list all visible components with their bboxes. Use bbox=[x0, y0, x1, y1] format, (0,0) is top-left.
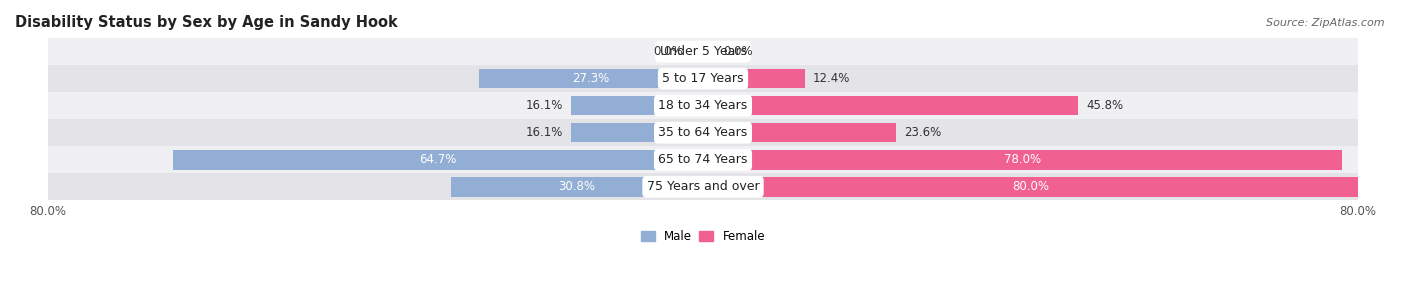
Text: 75 Years and over: 75 Years and over bbox=[647, 180, 759, 193]
Bar bbox=[48, 173, 1358, 200]
Text: 23.6%: 23.6% bbox=[904, 126, 942, 139]
Bar bbox=[703, 177, 1358, 197]
Text: 30.8%: 30.8% bbox=[558, 180, 595, 193]
Bar bbox=[479, 69, 703, 88]
Text: 5 to 17 Years: 5 to 17 Years bbox=[662, 72, 744, 85]
Text: Under 5 Years: Under 5 Years bbox=[659, 45, 747, 58]
Bar bbox=[571, 96, 703, 116]
Bar bbox=[703, 69, 804, 88]
Legend: Male, Female: Male, Female bbox=[641, 230, 765, 243]
Text: 0.0%: 0.0% bbox=[652, 45, 682, 58]
Bar bbox=[48, 146, 1358, 173]
Bar bbox=[703, 150, 1341, 170]
Text: 16.1%: 16.1% bbox=[526, 99, 562, 112]
Text: 45.8%: 45.8% bbox=[1087, 99, 1123, 112]
Text: 18 to 34 Years: 18 to 34 Years bbox=[658, 99, 748, 112]
Text: 65 to 74 Years: 65 to 74 Years bbox=[658, 153, 748, 166]
Bar bbox=[48, 92, 1358, 119]
Text: 16.1%: 16.1% bbox=[526, 126, 562, 139]
Text: Disability Status by Sex by Age in Sandy Hook: Disability Status by Sex by Age in Sandy… bbox=[15, 15, 398, 30]
Bar bbox=[703, 123, 896, 143]
Bar bbox=[48, 119, 1358, 146]
Bar bbox=[703, 96, 1078, 116]
Text: Source: ZipAtlas.com: Source: ZipAtlas.com bbox=[1267, 18, 1385, 28]
Bar bbox=[571, 123, 703, 143]
Text: 80.0%: 80.0% bbox=[1012, 180, 1049, 193]
Text: 27.3%: 27.3% bbox=[572, 72, 610, 85]
Text: 35 to 64 Years: 35 to 64 Years bbox=[658, 126, 748, 139]
Bar bbox=[48, 38, 1358, 65]
Text: 64.7%: 64.7% bbox=[419, 153, 457, 166]
Bar bbox=[173, 150, 703, 170]
Text: 12.4%: 12.4% bbox=[813, 72, 851, 85]
Text: 0.0%: 0.0% bbox=[724, 45, 754, 58]
Bar bbox=[451, 177, 703, 197]
Text: 78.0%: 78.0% bbox=[1004, 153, 1040, 166]
Bar bbox=[48, 65, 1358, 92]
